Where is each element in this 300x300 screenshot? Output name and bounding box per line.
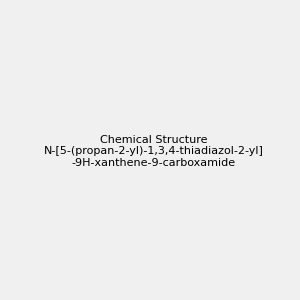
Text: Chemical Structure
N-[5-(propan-2-yl)-1,3,4-thiadiazol-2-yl]
-9H-xanthene-9-carb: Chemical Structure N-[5-(propan-2-yl)-1,… [44, 135, 264, 168]
